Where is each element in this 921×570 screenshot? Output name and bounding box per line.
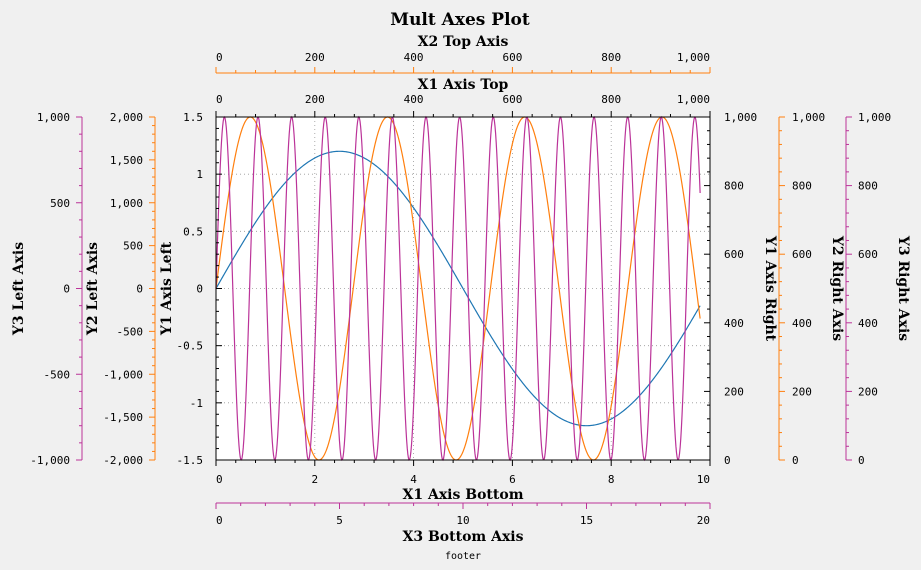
tick-label: 400 (404, 51, 424, 64)
tick-label: 400 (724, 317, 744, 330)
axis-y3_left: -1,000 -500 0 500 1,000 Y3 Left Axis (11, 111, 83, 467)
series-line-blue (215, 150, 701, 427)
tick-label: -1.5 (177, 454, 204, 467)
tick-label: 1,500 (110, 154, 143, 167)
tick-label: 400 (792, 317, 812, 330)
axis-title: Y1 Axis Right (762, 235, 778, 342)
tick-label: 0 (136, 283, 143, 296)
tick-label: 10 (456, 514, 469, 527)
tick-label: 0 (216, 514, 223, 527)
tick-label: 800 (601, 93, 621, 106)
tick-label: 1,000 (37, 111, 70, 124)
axis-title: Y1 Axis Left (159, 241, 175, 336)
tick-label: 10 (697, 473, 710, 486)
axis-y3_right: 0 200 400 600 800 1,000 Y3 Right Axis (845, 111, 911, 467)
tick-label: 800 (601, 51, 621, 64)
plot-area (215, 115, 710, 462)
tick-label: 0.5 (183, 225, 203, 238)
chart-title: Mult Axes Plot (390, 10, 530, 30)
tick-label: 200 (305, 51, 325, 64)
tick-label: 200 (724, 385, 744, 398)
axis-y2_right: 0 200 400 600 800 1,000 Y2 Right Axis (778, 111, 845, 467)
series-line-purple (215, 115, 701, 462)
tick-label: 1,000 (110, 197, 143, 210)
tick-label: 200 (792, 385, 812, 398)
tick-label: -1,000 (103, 368, 143, 381)
tick-label: 0 (858, 454, 865, 467)
tick-label: 4 (410, 473, 417, 486)
axis-title: Y3 Right Axis (895, 235, 911, 341)
tick-label: 200 (858, 385, 878, 398)
tick-label: 800 (792, 180, 812, 193)
tick-label: 0 (216, 93, 223, 106)
tick-label: 5 (336, 514, 343, 527)
series-line-orange (215, 116, 701, 461)
tick-label: 600 (792, 248, 812, 261)
tick-label: 0 (216, 51, 223, 64)
tick-label: -1,000 (30, 454, 70, 467)
tick-label: 20 (697, 514, 710, 527)
tick-label: -500 (44, 368, 71, 381)
tick-label: 1.5 (183, 111, 203, 124)
axis-x1_top: 0 200 400 600 800 1,000 X1 Axis Top (215, 77, 711, 117)
tick-label: 15 (580, 514, 593, 527)
tick-label: 400 (858, 317, 878, 330)
tick-label: 0 (196, 283, 203, 296)
axis-title: Y3 Left Axis (11, 242, 27, 336)
axis-title: Y2 Right Axis (829, 235, 845, 341)
tick-label: 6 (509, 473, 516, 486)
tick-label: 1,000 (677, 51, 710, 64)
tick-label: 1,000 (792, 111, 825, 124)
tick-label: 1,000 (677, 93, 710, 106)
tick-label: 200 (305, 93, 325, 106)
tick-label: 600 (502, 93, 522, 106)
axis-x1_bottom: 0 2 4 6 8 10 X1 Axis Bottom (215, 460, 711, 503)
tick-label: 1,000 (724, 111, 757, 124)
tick-label: 0 (216, 473, 223, 486)
axis-y1_left: -1.5 -1 -0.5 0 0.5 1 1.5 Y1 Axis Left (159, 111, 222, 467)
tick-label: -1 (190, 397, 203, 410)
axis-title: X2 Top Axis (418, 34, 509, 50)
axis-x2_top: 0 200 400 600 800 1,000 X2 Top Axis (215, 34, 711, 74)
tick-label: 600 (724, 248, 744, 261)
axis-y2_left: -2,000 -1,500 -1,000 -500 0 500 1,000 1,500 2,00… (85, 111, 156, 467)
tick-label: 400 (404, 93, 424, 106)
tick-label: 0 (63, 283, 70, 296)
tick-label: 0 (724, 454, 731, 467)
tick-label: -1,500 (103, 411, 143, 424)
tick-label: -0.5 (177, 340, 204, 353)
tick-label: 0 (792, 454, 799, 467)
axis-title: X1 Axis Top (418, 77, 509, 93)
tick-label: 8 (608, 473, 615, 486)
axis-y1_right: 0 200 400 600 800 1,000 Y1 Axis Right (704, 111, 778, 467)
tick-label: 2 (311, 473, 318, 486)
axis-x3_bottom: 0 5 10 15 20 X3 Bottom Axis (215, 502, 711, 545)
tick-label: 500 (123, 240, 143, 253)
axis-title: Y2 Left Axis (85, 242, 101, 336)
chart-footer: footer (445, 551, 481, 562)
tick-label: 500 (50, 197, 70, 210)
tick-label: -500 (117, 325, 144, 338)
tick-label: 800 (724, 180, 744, 193)
tick-label: 2,000 (110, 111, 143, 124)
axis-title: X3 Bottom Axis (402, 529, 523, 545)
tick-label: 1 (196, 168, 203, 181)
tick-label: -2,000 (103, 454, 143, 467)
axis-title: X1 Axis Bottom (402, 487, 523, 503)
tick-label: 800 (858, 180, 878, 193)
tick-label: 1,000 (858, 111, 891, 124)
tick-label: 600 (858, 248, 878, 261)
tick-label: 600 (502, 51, 522, 64)
